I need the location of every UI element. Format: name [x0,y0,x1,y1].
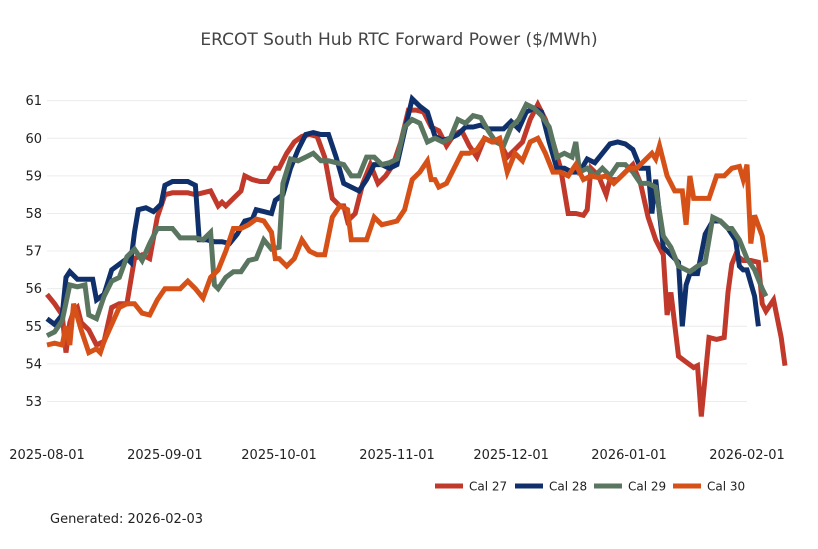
y-tick-label: 58 [25,207,42,222]
y-tick-label: 54 [25,357,42,372]
generated-note: Generated: 2026-02-03 [50,512,204,527]
series-line-cal-30 [46,134,769,358]
y-tick-label: 60 [25,132,42,147]
x-tick-label: 2025-09-01 [127,448,203,463]
y-axis: 53 54 55 56 57 58 59 60 61 [25,94,42,410]
legend-label: Cal 30 [707,480,745,494]
x-tick-label: 2025-08-01 [9,448,85,463]
y-tick-label: 61 [25,94,42,109]
series-line-cal-27 [45,98,788,417]
y-tick-label: 56 [25,282,42,297]
x-tick-label: 2025-12-01 [473,448,549,463]
y-tick-label: 57 [25,245,42,260]
series-layer [45,93,788,417]
x-tick-label: 2025-11-01 [359,448,435,463]
y-tick-label: 55 [25,320,42,335]
chart-title: ERCOT South Hub RTC Forward Power ($/MWh… [200,30,597,50]
x-tick-label: 2026-02-01 [709,448,785,463]
legend-label: Cal 27 [469,480,507,494]
x-tick-label: 2025-10-01 [241,448,317,463]
y-tick-label: 59 [25,169,42,184]
legend-label: Cal 29 [628,480,666,494]
series-line-cal-29 [45,101,769,338]
x-axis: 2025-08-01 2025-09-01 2025-10-01 2025-11-01… [9,448,785,463]
x-tick-label: 2026-01-01 [591,448,667,463]
legend-label: Cal 28 [549,480,587,494]
y-tick-label: 53 [25,395,42,410]
legend: Cal 27 Cal 28 Cal 29 Cal 30 [435,480,745,494]
